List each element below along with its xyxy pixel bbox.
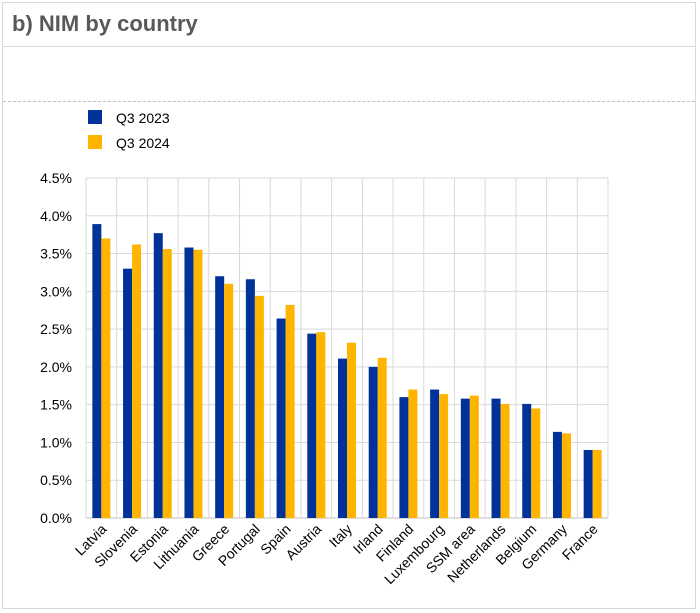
y-tick-label: 4.0% [40,208,72,224]
legend-label: Q3 2023 [116,110,170,126]
bar-q3-2024 [561,433,571,518]
x-tick-label: France [559,521,601,563]
legend-swatch [88,135,102,149]
y-tick-label: 4.5% [40,170,72,186]
y-axis: 0.0% 0.5% 1.0% 1.5% 2.0% 2.5% 3.0% 3.5% 4.0% 4.5% [40,170,72,526]
bar-q3-2023 [368,366,378,518]
bar-q3-2024 [469,395,479,518]
bars [92,224,602,519]
bar-q3-2023 [460,398,470,518]
y-tick-label: 2.0% [40,359,72,375]
bar-q3-2024 [377,357,387,518]
y-tick-label: 0.0% [40,510,72,526]
bar-q3-2024 [193,249,203,518]
subtitle-row [3,47,695,102]
bar-q3-2024 [531,408,541,518]
x-axis: LatviaSloveniaEstoniaLithuaniaGreecePort… [72,521,601,587]
y-tick-label: 3.0% [40,283,72,299]
bar-q3-2023 [399,397,409,518]
bar-q3-2023 [276,318,286,518]
bar-q3-2024 [224,283,234,518]
grid-lines [85,177,609,519]
bar-q3-2024 [408,389,418,518]
title-row: b) NIM by country [3,3,695,47]
y-tick-label: 1.0% [40,434,72,450]
bar-q3-2024 [347,342,356,518]
bar-q3-2023 [215,276,225,518]
bar-q3-2024 [101,238,111,518]
bar-q3-2024 [500,403,510,518]
y-tick-label: 2.5% [40,321,72,337]
bar-q3-2023 [491,398,501,518]
bar-q3-2023 [307,333,317,518]
bar-q3-2023 [123,268,133,518]
y-tick-label: 3.5% [40,246,72,262]
bar-q3-2023 [245,279,255,518]
chart-title: b) NIM by country [12,11,198,36]
bar-q3-2023 [583,450,593,518]
bar-q3-2024 [254,295,264,518]
legend-swatch [88,110,102,124]
bar-q3-2023 [153,233,163,518]
bar-q3-2023 [338,358,347,518]
legend: Q3 2023 Q3 2024 [88,110,170,151]
bar-q3-2024 [592,450,602,518]
bar-q3-2024 [285,304,295,518]
bar-q3-2023 [92,224,102,519]
y-tick-label: 0.5% [40,472,72,488]
bar-q3-2024 [162,249,172,518]
bar-q3-2024 [439,394,449,518]
bar-q3-2023 [552,431,562,518]
y-tick-label: 1.5% [40,397,72,413]
x-tick-label: Austria [282,521,324,563]
bar-q3-2024 [316,332,326,518]
legend-label: Q3 2024 [116,135,170,151]
bar-q3-2023 [184,247,194,518]
bar-q3-2023 [522,403,532,518]
bar-q3-2023 [430,389,440,518]
bar-q3-2024 [132,244,142,518]
